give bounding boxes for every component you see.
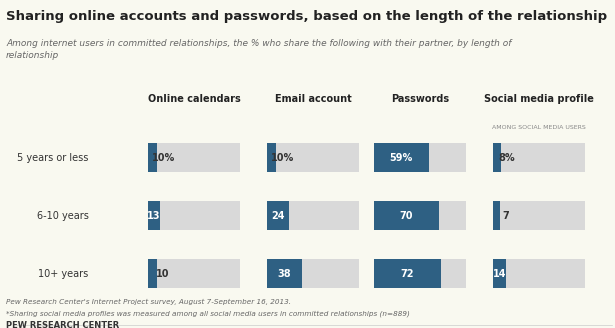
FancyBboxPatch shape xyxy=(374,201,466,230)
Text: Passwords: Passwords xyxy=(391,94,450,104)
FancyBboxPatch shape xyxy=(267,201,359,230)
Text: PEW RESEARCH CENTER: PEW RESEARCH CENTER xyxy=(6,321,119,328)
FancyBboxPatch shape xyxy=(267,259,302,288)
FancyBboxPatch shape xyxy=(493,201,585,230)
Text: Pew Research Center's Internet Project survey, August 7-September 16, 2013.: Pew Research Center's Internet Project s… xyxy=(6,298,291,305)
FancyBboxPatch shape xyxy=(493,201,499,230)
Text: 10%: 10% xyxy=(151,153,175,163)
Text: Sharing online accounts and passwords, based on the length of the relationship: Sharing online accounts and passwords, b… xyxy=(6,10,607,23)
Text: Among internet users in committed relationships, the % who share the following w: Among internet users in committed relati… xyxy=(6,39,512,60)
Text: *Sharing social media profiles was measured among all social media users in comm: *Sharing social media profiles was measu… xyxy=(6,310,410,317)
Text: 7: 7 xyxy=(502,211,509,221)
Text: 8%: 8% xyxy=(498,153,515,163)
FancyBboxPatch shape xyxy=(267,143,359,172)
FancyBboxPatch shape xyxy=(493,259,585,288)
Text: Social media profile: Social media profile xyxy=(485,94,594,104)
Text: 6-10 years: 6-10 years xyxy=(36,211,89,221)
Text: 70: 70 xyxy=(400,211,413,221)
FancyBboxPatch shape xyxy=(267,259,359,288)
FancyBboxPatch shape xyxy=(374,143,429,172)
FancyBboxPatch shape xyxy=(374,143,466,172)
FancyBboxPatch shape xyxy=(374,201,438,230)
FancyBboxPatch shape xyxy=(374,259,440,288)
FancyBboxPatch shape xyxy=(148,143,157,172)
Text: 10: 10 xyxy=(156,269,170,278)
Text: 10%: 10% xyxy=(271,153,294,163)
FancyBboxPatch shape xyxy=(493,143,585,172)
Text: Email account: Email account xyxy=(275,94,352,104)
Text: 38: 38 xyxy=(278,269,292,278)
FancyBboxPatch shape xyxy=(148,201,160,230)
Text: 5 years or less: 5 years or less xyxy=(17,153,89,163)
FancyBboxPatch shape xyxy=(148,143,240,172)
FancyBboxPatch shape xyxy=(267,201,289,230)
Text: 72: 72 xyxy=(400,269,414,278)
FancyBboxPatch shape xyxy=(148,201,240,230)
Text: 14: 14 xyxy=(493,269,506,278)
Text: 24: 24 xyxy=(271,211,285,221)
FancyBboxPatch shape xyxy=(148,259,240,288)
Text: AMONG SOCIAL MEDIA USERS: AMONG SOCIAL MEDIA USERS xyxy=(493,125,586,130)
Text: 13: 13 xyxy=(147,211,161,221)
FancyBboxPatch shape xyxy=(374,259,466,288)
FancyBboxPatch shape xyxy=(493,143,501,172)
FancyBboxPatch shape xyxy=(267,143,276,172)
Text: Online calendars: Online calendars xyxy=(148,94,240,104)
FancyBboxPatch shape xyxy=(148,259,157,288)
FancyBboxPatch shape xyxy=(493,259,506,288)
Text: 59%: 59% xyxy=(390,153,413,163)
Text: 10+ years: 10+ years xyxy=(38,269,89,278)
